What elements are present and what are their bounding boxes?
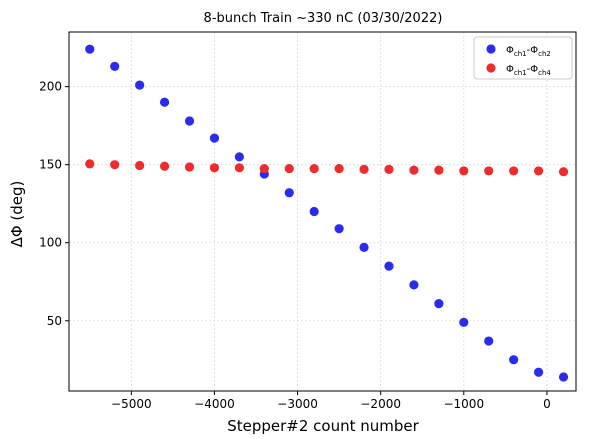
x-tick-label: −3000 [277,397,318,411]
series-2-point [209,163,220,173]
legend-label: Φch1-Φch2 [506,45,551,58]
plot-frame [68,31,577,392]
x-tick-label: 0 [543,397,551,411]
series-2-point [135,160,145,171]
series-1-point [434,298,444,309]
series-1-point [384,261,394,271]
series-2-point [434,165,444,175]
series-1-point [509,355,519,365]
series-1-point [184,116,195,126]
y-axis-label: ΔΦ (deg) [8,181,26,248]
x-tick-label: −4000 [194,397,235,411]
legend-box [473,36,573,80]
series-2-point [459,166,469,176]
y-tick-label: 100 [39,236,62,250]
series-2-point [558,167,569,177]
series-2-point [159,161,170,171]
series-1-point [334,224,344,234]
grid-layer [69,32,576,391]
points-layer [85,44,569,382]
series-2-point [284,163,294,174]
series-2-point [509,166,519,176]
series-1-point [85,44,95,54]
series-1-point [409,280,419,290]
series-1-point [484,336,494,346]
series-2-point [334,163,344,174]
series-1-point [234,152,244,162]
legend-marker [486,44,496,54]
series-2-point [309,163,319,174]
series-2-point [384,164,394,174]
series-2-point [409,165,419,175]
series-1-point [459,317,469,327]
legend-label: Φch1-Φch4 [506,64,551,77]
series-1-point [359,242,369,252]
series-2-point [110,160,120,170]
legend: Φch1-Φch2 Φch1-Φch4 [473,36,573,80]
series-2-point [184,162,195,172]
series-2-point [85,159,95,169]
series-2-point [234,163,244,173]
x-tick-label: −2000 [360,397,401,411]
series-2-point [259,163,269,174]
y-tick-label: 50 [47,314,62,328]
y-tick-label: 200 [39,80,62,94]
series-1-point [309,206,319,217]
series-2-point [484,166,494,176]
series-2-point [359,164,369,174]
x-tick-label: −1000 [443,397,484,411]
chart-title: 8-bunch Train ~330 nC (03/30/2022) [204,11,443,26]
x-axis-label: Stepper#2 count number [227,417,419,435]
series-1-point [284,188,294,198]
y-tick-label: 150 [39,158,62,172]
legend-marker [486,63,496,73]
series-1-point [135,80,145,90]
series-1-point [558,372,569,382]
series-1-point [110,61,120,71]
ticks-layer: −5000 −4000 −3000 −2000 −1000 0 50 100 150 200 [39,80,551,411]
series-1-point [209,133,220,143]
series-1-point [533,367,544,377]
series-2-point [533,166,544,176]
x-tick-label: −5000 [111,397,152,411]
series-1-point [159,97,170,107]
